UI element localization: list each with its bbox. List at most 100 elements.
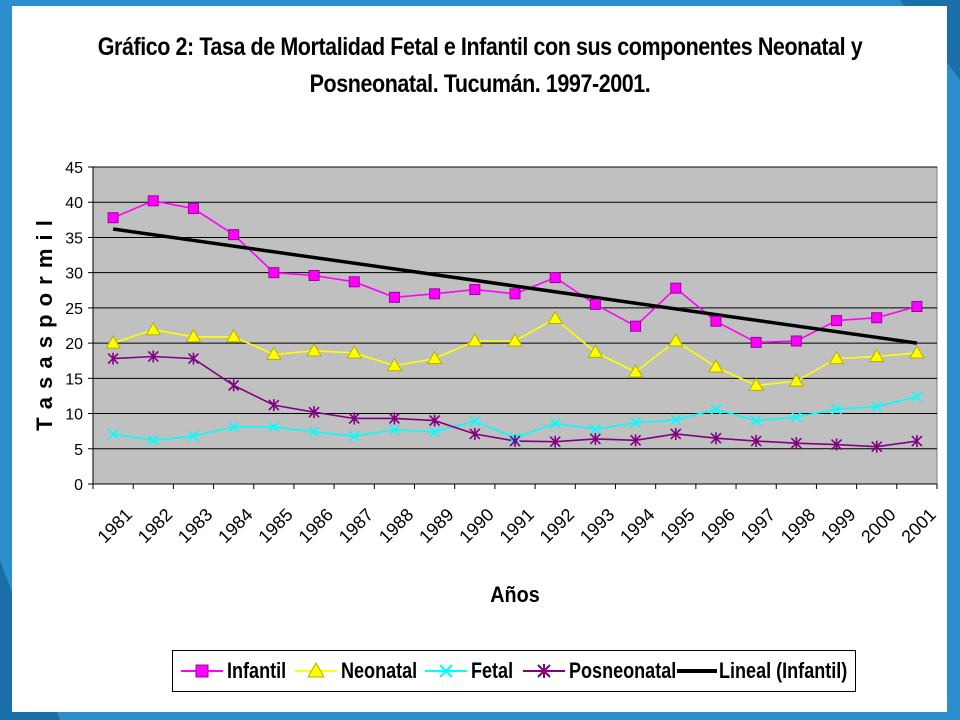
point-posneonatal-1997 bbox=[750, 435, 762, 448]
point-neonatal-1985 bbox=[265, 346, 282, 360]
y-tick-label-30: 30 bbox=[65, 266, 83, 283]
y-tick-label-25: 25 bbox=[65, 301, 83, 318]
x-tick-label-1999: 1999 bbox=[817, 505, 859, 547]
point-neonatal-1988 bbox=[386, 357, 403, 372]
point-neonatal-1983 bbox=[185, 328, 202, 343]
x-tick-label-1995: 1995 bbox=[656, 505, 698, 547]
point-fetal-1989 bbox=[429, 426, 441, 438]
point-posneonatal-2001 bbox=[911, 435, 923, 448]
x-tick-label-1997: 1997 bbox=[737, 505, 779, 547]
point-neonatal-1994 bbox=[627, 364, 644, 378]
x-tick-label-1996: 1996 bbox=[696, 505, 738, 547]
x-tick-label-1989: 1989 bbox=[415, 505, 457, 547]
x-tick-label-1985: 1985 bbox=[254, 505, 296, 547]
x-tick-label-1998: 1998 bbox=[777, 505, 819, 547]
point-posneonatal-1988 bbox=[388, 412, 400, 425]
point-fetal-1983 bbox=[187, 430, 200, 442]
point-infantil-1983 bbox=[187, 203, 199, 215]
point-infantil-1982 bbox=[147, 195, 159, 207]
point-fetal-2000 bbox=[871, 400, 883, 413]
legend-item-infantil: Infantil bbox=[177, 651, 309, 691]
x-tick-label-1984: 1984 bbox=[214, 505, 256, 547]
y-tick-label-15: 15 bbox=[65, 371, 83, 388]
point-posneonatal-1981 bbox=[107, 352, 119, 365]
legend-label-fetal: Fetal bbox=[471, 658, 514, 683]
point-posneonatal-2000 bbox=[871, 440, 883, 453]
y-tick-label-20: 20 bbox=[65, 336, 83, 353]
point-infantil-1988 bbox=[388, 291, 400, 303]
point-fetal-1987 bbox=[348, 430, 360, 442]
y-tick-label-0: 0 bbox=[74, 477, 83, 494]
point-infantil-2000 bbox=[871, 312, 883, 324]
point-fetal-1990 bbox=[469, 415, 481, 427]
point-neonatal-1993 bbox=[587, 344, 604, 358]
legend-swatch-lineal bbox=[677, 669, 717, 673]
x-tick-label-1982: 1982 bbox=[134, 505, 176, 547]
point-posneonatal-1998 bbox=[790, 437, 802, 450]
point-neonatal-1986 bbox=[306, 342, 322, 357]
point-posneonatal-1987 bbox=[348, 412, 360, 425]
point-infantil-1985 bbox=[268, 267, 280, 279]
point-neonatal-1984 bbox=[225, 328, 242, 343]
point-infantil-1986 bbox=[308, 269, 320, 281]
legend-label-neonatal: Neonatal bbox=[341, 658, 418, 683]
x-tick-label-1994: 1994 bbox=[616, 505, 658, 547]
point-neonatal-1991 bbox=[507, 333, 523, 347]
point-fetal-1984 bbox=[228, 421, 240, 433]
x-tick-label-1993: 1993 bbox=[576, 505, 618, 547]
legend-item-neonatal: Neonatal bbox=[291, 651, 441, 691]
point-fetal-2001 bbox=[911, 391, 923, 403]
point-fetal-1988 bbox=[388, 424, 400, 436]
point-fetal-1996 bbox=[710, 403, 722, 415]
x-tick-label-1987: 1987 bbox=[335, 505, 377, 547]
trendline-lineal-infantil bbox=[112, 227, 918, 345]
point-infantil-1981 bbox=[107, 212, 119, 224]
y-tick-label-35: 35 bbox=[65, 230, 83, 247]
x-tick-label-1983: 1983 bbox=[174, 505, 216, 547]
point-fetal-1985 bbox=[268, 421, 280, 433]
x-tick-label-1992: 1992 bbox=[536, 505, 578, 547]
point-posneonatal-1989 bbox=[429, 414, 441, 427]
point-neonatal-2000 bbox=[868, 348, 885, 362]
point-neonatal-2001 bbox=[909, 344, 925, 359]
point-fetal-1999 bbox=[830, 403, 843, 415]
point-infantil-1987 bbox=[348, 276, 360, 288]
legend-item-posneonatal: Posneonatal bbox=[519, 651, 679, 691]
point-infantil-1994 bbox=[630, 320, 642, 332]
legend-item-fetal: Fetal bbox=[421, 651, 531, 691]
x-tick-label-2001: 2001 bbox=[897, 505, 939, 547]
point-neonatal-1982 bbox=[145, 321, 162, 336]
point-fetal-1981 bbox=[107, 428, 119, 440]
y-tick-label-5: 5 bbox=[74, 442, 83, 459]
x-tick-label-1988: 1988 bbox=[375, 505, 417, 547]
x-tick-label-1990: 1990 bbox=[455, 505, 497, 547]
point-neonatal-1998 bbox=[788, 373, 805, 387]
point-posneonatal-1986 bbox=[308, 406, 320, 419]
point-fetal-1998 bbox=[790, 411, 802, 423]
point-posneonatal-1985 bbox=[268, 399, 280, 412]
point-neonatal-1992 bbox=[547, 310, 564, 324]
y-tick-label-10: 10 bbox=[65, 407, 83, 424]
point-infantil-1997 bbox=[750, 336, 762, 348]
legend-item-lineal: Lineal (Infantil) bbox=[675, 651, 853, 691]
point-posneonatal-1990 bbox=[469, 427, 481, 440]
point-fetal-1992 bbox=[549, 417, 561, 429]
point-posneonatal-1994 bbox=[630, 434, 642, 447]
y-axis-title: T a s a s p o r m i l bbox=[32, 219, 57, 431]
point-infantil-1998 bbox=[790, 335, 802, 347]
point-posneonatal-1999 bbox=[830, 438, 843, 451]
point-fetal-1997 bbox=[750, 415, 762, 427]
point-infantil-1990 bbox=[469, 284, 481, 296]
point-infantil-1989 bbox=[429, 288, 441, 300]
legend-label-posneonatal: Posneonatal bbox=[569, 658, 677, 683]
point-posneonatal-1982 bbox=[147, 350, 159, 363]
point-posneonatal-1984 bbox=[228, 379, 240, 392]
point-fetal-1986 bbox=[308, 426, 320, 438]
point-neonatal-1995 bbox=[667, 333, 684, 347]
legend-label-infantil: Infantil bbox=[227, 658, 287, 683]
point-posneonatal-1996 bbox=[710, 432, 722, 445]
x-axis-title: Años bbox=[490, 583, 539, 607]
point-neonatal-1990 bbox=[466, 333, 483, 347]
chart-title-line-2: Posneonatal. Tucumán. 1997-2001. bbox=[309, 70, 651, 98]
